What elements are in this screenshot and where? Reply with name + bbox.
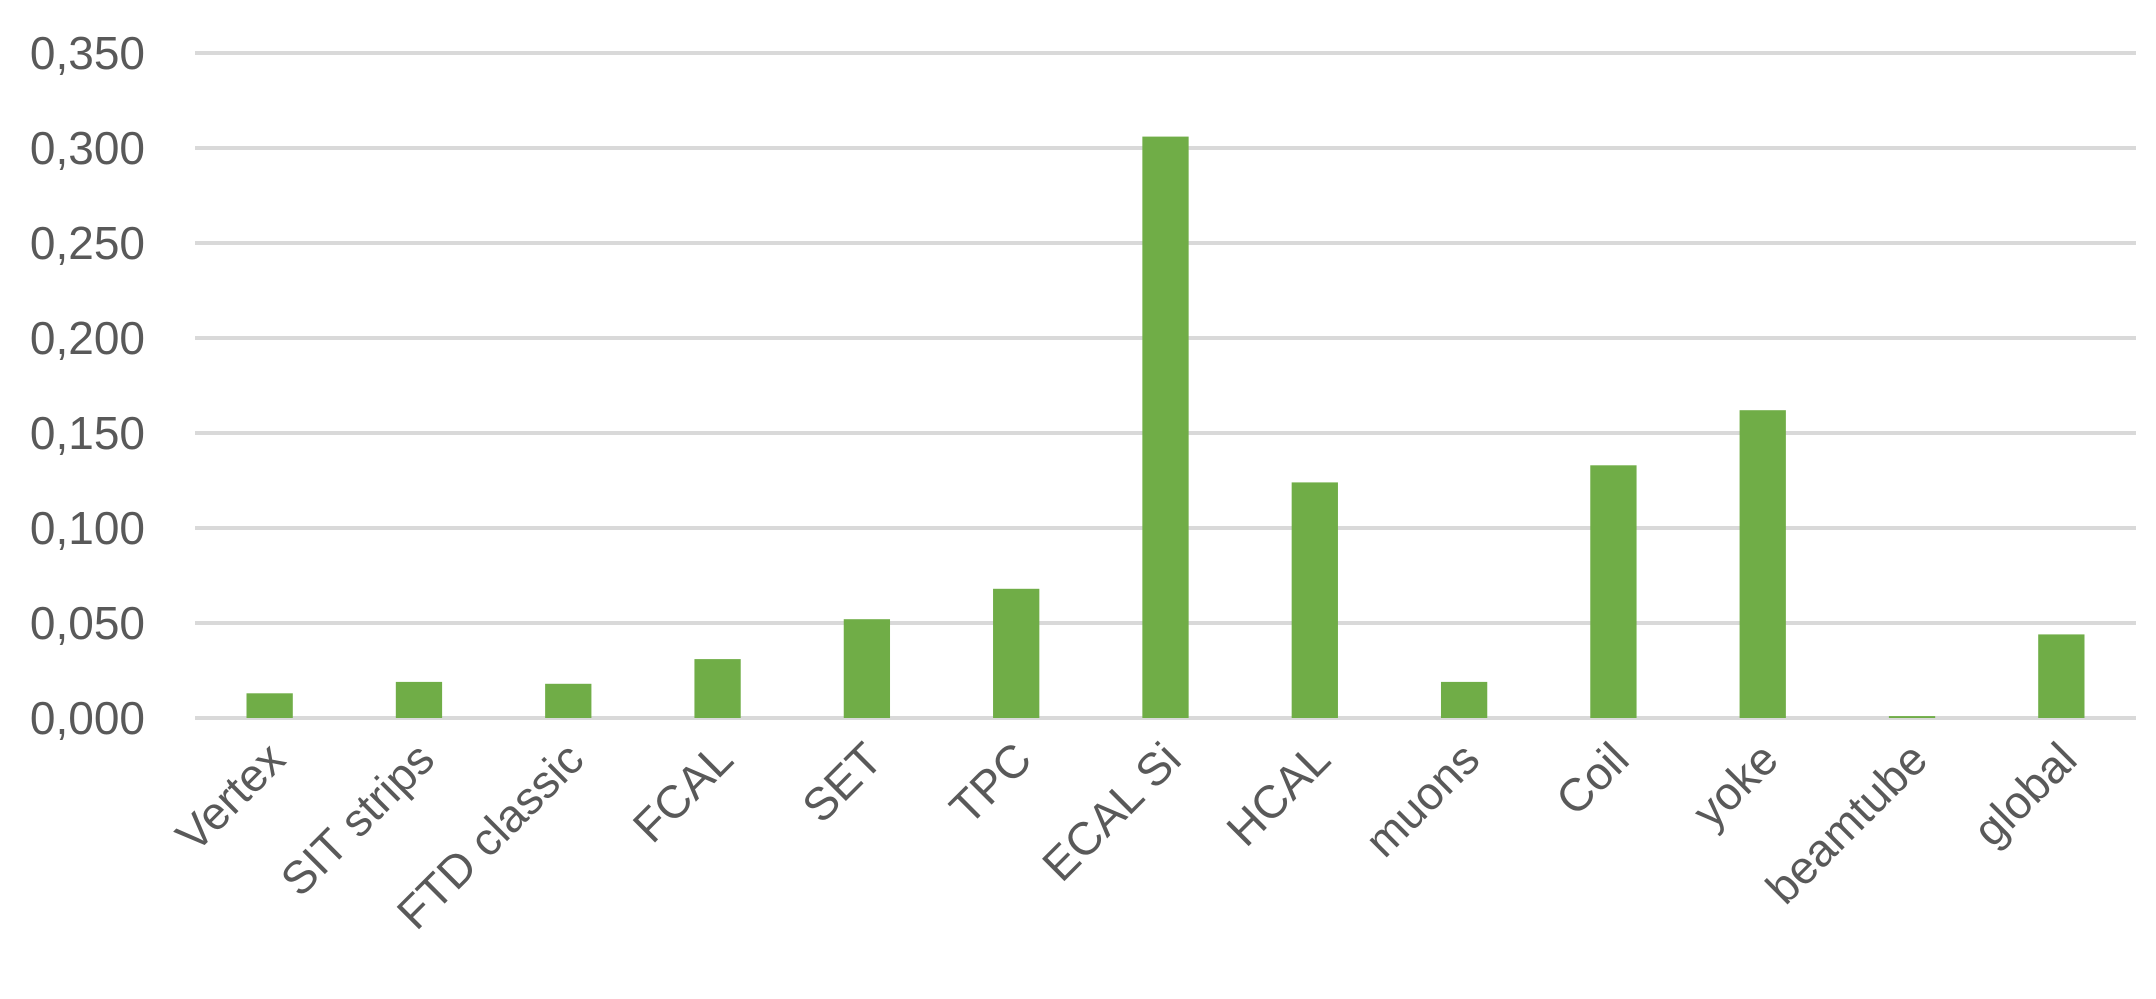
- bar-coil: [1590, 465, 1637, 718]
- x-tick-label: Coil: [1546, 732, 1639, 825]
- x-tick-label: Vertex: [166, 732, 295, 861]
- bar-muons: [1440, 681, 1488, 718]
- x-tick-label: beamtube: [1756, 732, 1937, 913]
- bar-global: [2038, 634, 2085, 718]
- y-axis-tick-labels: 0,000 0,050 0,100 0,150 0,200 0,250 0,300 0,350: [30, 27, 145, 744]
- x-tick-label: FCAL: [623, 732, 743, 852]
- y-tick-label: 0,150: [30, 407, 145, 459]
- y-tick-label: 0,100: [30, 502, 145, 554]
- x-tick-label: yoke: [1682, 732, 1787, 837]
- bar-fcal: [694, 659, 741, 718]
- y-tick-label: 0,350: [30, 27, 145, 79]
- x-tick-label: SET: [792, 732, 892, 832]
- x-tick-label: TPC: [939, 732, 1041, 834]
- y-tick-label: 0,300: [30, 122, 145, 174]
- x-tick-label: ECAL Si: [1032, 732, 1190, 890]
- x-tick-label: muons: [1355, 732, 1489, 866]
- bar-vertex: [246, 693, 293, 718]
- bar-set: [843, 619, 891, 718]
- bars: [246, 136, 2085, 719]
- y-tick-label: 0,250: [30, 217, 145, 269]
- bar-beamtube: [1888, 716, 1936, 718]
- bar-yoke: [1739, 410, 1786, 718]
- y-tick-label: 0,200: [30, 312, 145, 364]
- y-tick-label: 0,000: [30, 692, 145, 744]
- bar-tpc: [993, 588, 1040, 718]
- bar-ecal-si: [1142, 136, 1189, 719]
- bar-sit-strips: [395, 681, 443, 718]
- bar-ftd-classic: [545, 683, 592, 718]
- bar-hcal: [1291, 482, 1338, 718]
- x-tick-label: HCAL: [1216, 732, 1340, 856]
- x-tick-label: global: [1963, 732, 2087, 856]
- y-tick-label: 0,050: [30, 597, 145, 649]
